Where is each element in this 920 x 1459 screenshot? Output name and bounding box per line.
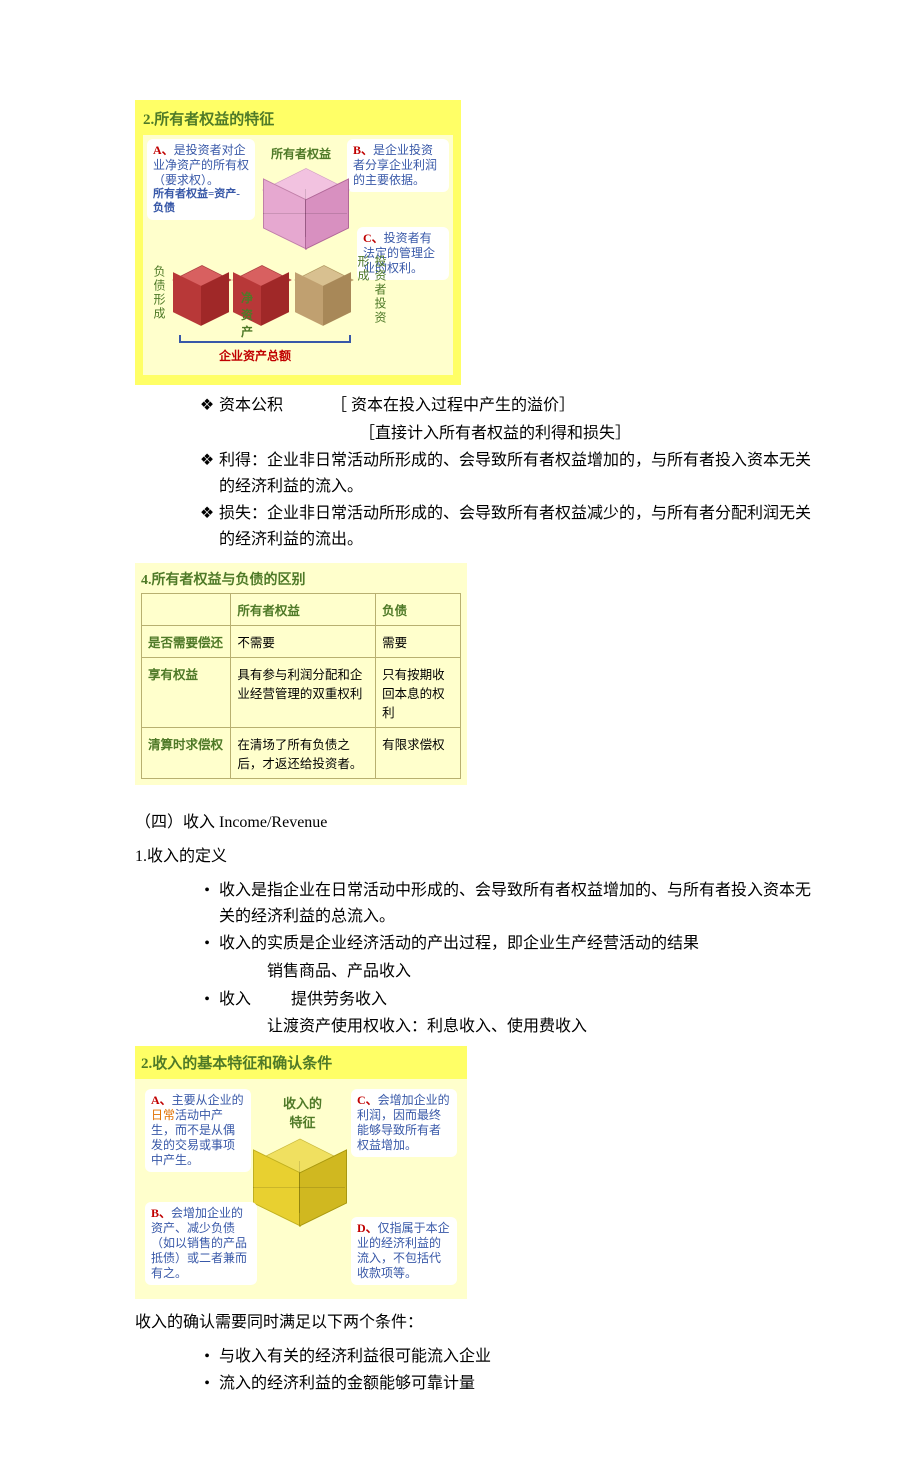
- diamond-bullet-icon: ❖: [195, 448, 219, 474]
- bubble-c-lead: C、: [363, 231, 384, 245]
- d2a-pre: 主要从企业的: [172, 1093, 244, 1107]
- dot-bullet-icon: •: [195, 931, 219, 957]
- row2-c2: 有限求偿权: [376, 727, 461, 778]
- table-row: 享有权益 具有参与利润分配和企业经营管理的双重权利 只有按期收回本息的权利: [142, 657, 461, 727]
- d2-bubble-d: D、仅指属于本企业的经济利益的流入，不包括代收款项等。: [351, 1217, 457, 1285]
- d2d-lead: D、: [357, 1221, 378, 1235]
- equity-characteristics-diagram: 2.所有者权益的特征 A、是投资者对企业净资产的所有权（要求权）。 所有者权益=…: [135, 100, 461, 385]
- income-pt1: • 收入是指企业在日常活动中形成的、会导致所有者权益增加的、与所有者投入资本无关…: [195, 878, 825, 929]
- dot-bullet-icon: •: [195, 987, 219, 1013]
- center-top-label: 所有者权益: [271, 145, 331, 162]
- d2-bubble-c: C、会增加企业的利润，因而最终能够导致所有者权益增加。: [351, 1089, 457, 1157]
- c1-text: 与收入有关的经济利益很可能流入企业: [219, 1344, 825, 1370]
- b2-text: 利得：企业非日常活动所形成的、会导致所有者权益增加的，与所有者投入资本无关的经济…: [219, 448, 825, 499]
- pt2-text: 收入的实质是企业经济活动的产出过程，即企业生产经营活动的结果: [219, 931, 825, 957]
- bullet-capital-reserve: ❖ 资本公积 ［ 资本在投入过程中产生的溢价］: [195, 393, 825, 419]
- d2b-lead: B、: [151, 1206, 171, 1220]
- right-vertical-label: 投资者投资形成: [355, 255, 389, 335]
- section-income-heading: （四）收入 Income/Revenue: [135, 809, 825, 838]
- diagram2-body: A、主要从企业的日常活动中产生，而不是从偶发的交易或事项中产生。 收入的 特征 …: [141, 1087, 461, 1287]
- income-pt3: • 收入 提供劳务收入: [195, 987, 825, 1013]
- bubble-b-lead: B、: [353, 143, 373, 157]
- table-row: 清算时求偿权 在清场了所有负债之后，才返还给投资者。 有限求偿权: [142, 727, 461, 778]
- bullet-loss: ❖ 损失：企业非日常活动所形成的、会导致所有者权益减少的，与所有者分配利润无关的…: [195, 501, 825, 552]
- dot-bullet-icon: •: [195, 1371, 219, 1397]
- closing-c1: • 与收入有关的经济利益很可能流入企业: [195, 1344, 825, 1370]
- left-vertical-label: 负债形成: [151, 265, 168, 321]
- bubble-a-lead: A、: [153, 143, 174, 157]
- table-title: 4.所有者权益与负债的区别: [141, 569, 461, 589]
- row2-head: 清算时求偿权: [142, 727, 231, 778]
- bullet-gain: ❖ 利得：企业非日常活动所形成的、会导致所有者权益增加的，与所有者投入资本无关的…: [195, 448, 825, 499]
- row1-head: 享有权益: [142, 657, 231, 727]
- bottom-label: 企业资产总额: [219, 347, 291, 364]
- diagram1-title: 2.所有者权益的特征: [143, 108, 453, 129]
- bullets-block-1: ❖ 资本公积 ［ 资本在投入过程中产生的溢价］ ［直接计入所有者权益的利得和损失…: [135, 393, 825, 553]
- d2c-lead: C、: [357, 1093, 378, 1107]
- bottom-bracket: [179, 335, 351, 343]
- row1-c2: 只有按期收回本息的权利: [376, 657, 461, 727]
- bubble-a: A、是投资者对企业净资产的所有权（要求权）。 所有者权益=资产-负债: [147, 139, 255, 220]
- row2-c1: 在清场了所有负债之后，才返还给投资者。: [231, 727, 376, 778]
- d2-bubble-a: A、主要从企业的日常活动中产生，而不是从偶发的交易或事项中产生。: [145, 1089, 251, 1172]
- d2-bubble-b: B、会增加企业的资产、减少负债（如以销售的产品抵债）或二者兼而有之。: [145, 1202, 257, 1285]
- b1-bracket2: ［直接计入所有者权益的利得和损失］: [195, 421, 825, 447]
- diamond-bullet-icon: ❖: [195, 393, 219, 419]
- bubble-a-footer: 所有者权益=资产-负债: [153, 188, 249, 216]
- d2-center-label: 收入的 特征: [283, 1093, 322, 1131]
- income-characteristics-diagram: 2.收入的基本特征和确认条件 A、主要从企业的日常活动中产生，而不是从偶发的交易…: [135, 1046, 467, 1299]
- diamond-bullet-icon: ❖: [195, 501, 219, 527]
- pt3-rest: 提供劳务收入: [291, 991, 387, 1008]
- b1-label: 资本公积: [219, 397, 283, 414]
- diagram1-body: A、是投资者对企业净资产的所有权（要求权）。 所有者权益=资产-负债 所有者权益…: [143, 135, 453, 375]
- closing-lead: 收入的确认需要同时满足以下两个条件：: [135, 1309, 825, 1338]
- dot-bullet-icon: •: [195, 1344, 219, 1370]
- row0-head: 是否需要偿还: [142, 625, 231, 657]
- d2a-hl: 日常: [151, 1108, 175, 1122]
- b1-bracket1: ［ 资本在投入过程中产生的溢价］: [331, 397, 575, 414]
- closing-conditions: • 与收入有关的经济利益很可能流入企业 • 流入的经济利益的金额能够可靠计量: [135, 1344, 825, 1397]
- col-liability: 负债: [376, 593, 461, 625]
- mid-cube-label: 净资产: [241, 289, 253, 340]
- col-equity: 所有者权益: [231, 593, 376, 625]
- table-header-row: 所有者权益 负债: [142, 593, 461, 625]
- bubble-b: B、是企业投资者分享企业利润的主要依据。: [347, 139, 449, 192]
- pt3a-text: 让渡资产使用权收入：利息收入、使用费收入: [195, 1014, 825, 1040]
- closing-c2: • 流入的经济利益的金额能够可靠计量: [195, 1371, 825, 1397]
- equity-vs-liability-table: 所有者权益 负债 是否需要偿还 不需要 需要 享有权益 具有参与利润分配和企业经…: [141, 593, 461, 779]
- pt3-lead: 收入: [219, 991, 251, 1008]
- b3-text: 损失：企业非日常活动所形成的、会导致所有者权益减少的，与所有者分配利润无关的经济…: [219, 501, 825, 552]
- income-pt2: • 收入的实质是企业经济活动的产出过程，即企业生产经营活动的结果: [195, 931, 825, 957]
- equity-vs-liability-table-wrap: 4.所有者权益与负债的区别 所有者权益 负债 是否需要偿还 不需要 需要 享有权…: [135, 563, 467, 785]
- d2a-lead: A、: [151, 1093, 172, 1107]
- row1-c1: 具有参与利润分配和企业经营管理的双重权利: [231, 657, 376, 727]
- pt2a-text: 销售商品、产品收入: [195, 959, 825, 985]
- income-def-block: • 收入是指企业在日常活动中形成的、会导致所有者权益增加的、与所有者投入资本无关…: [135, 878, 825, 1040]
- section-income-sub1: 1.收入的定义: [135, 843, 825, 872]
- c2-text: 流入的经济利益的金额能够可靠计量: [219, 1371, 825, 1397]
- row0-c2: 需要: [376, 625, 461, 657]
- row0-c1: 不需要: [231, 625, 376, 657]
- dot-bullet-icon: •: [195, 878, 219, 904]
- table-row: 是否需要偿还 不需要 需要: [142, 625, 461, 657]
- diagram2-title: 2.收入的基本特征和确认条件: [135, 1046, 467, 1079]
- pt1-text: 收入是指企业在日常活动中形成的、会导致所有者权益增加的、与所有者投入资本无关的经…: [219, 878, 825, 929]
